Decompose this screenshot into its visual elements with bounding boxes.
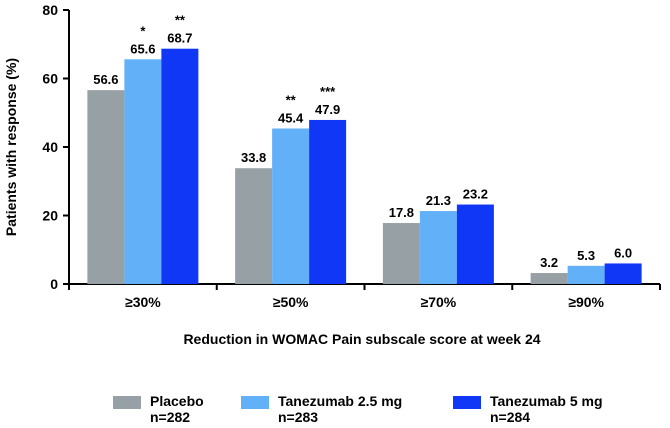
significance-label: ** bbox=[175, 13, 186, 28]
data-label: 33.8 bbox=[241, 150, 266, 165]
legend-swatch-tanezumab-2-5 bbox=[241, 396, 269, 409]
y-tick-label: 80 bbox=[42, 2, 58, 18]
x-axis-title: Reduction in WOMAC Pain subscale score a… bbox=[183, 331, 540, 347]
data-label: 6.0 bbox=[614, 245, 632, 260]
legend-n-tanezumab-5: n=284 bbox=[490, 409, 531, 425]
legend-label-tanezumab-5: Tanezumab 5 mg bbox=[490, 393, 603, 409]
legend-swatch-placebo bbox=[113, 396, 141, 409]
significance-label: ** bbox=[286, 93, 297, 108]
bar bbox=[530, 273, 568, 284]
bar bbox=[235, 168, 273, 284]
legend-n-tanezumab-2-5: n=283 bbox=[278, 409, 319, 425]
x-tick-label: ≥30% bbox=[125, 294, 161, 310]
legend-label-placebo: Placebo bbox=[150, 393, 204, 409]
y-axis: 0 20 40 60 80 bbox=[42, 2, 70, 292]
data-label: 65.6 bbox=[130, 41, 155, 56]
x-tick-label: ≥70% bbox=[421, 294, 457, 310]
legend-item-tanezumab-2-5: Tanezumab 2.5 mg n=283 bbox=[241, 393, 402, 425]
y-axis-title: Patients with response (%) bbox=[3, 58, 19, 236]
data-label: 23.2 bbox=[463, 187, 488, 202]
bar bbox=[309, 119, 347, 284]
significance-label: * bbox=[140, 23, 146, 38]
data-label: 21.3 bbox=[426, 193, 451, 208]
bars: 56.6 65.6 * 68.7 ** 33.8 45.4 ** 47.9 *** 17.8 21.3… bbox=[87, 13, 642, 285]
legend-n-placebo: n=282 bbox=[150, 409, 191, 425]
x-tick-label: ≥50% bbox=[273, 294, 309, 310]
data-label: 5.3 bbox=[577, 248, 595, 263]
bar bbox=[604, 263, 642, 284]
data-label: 3.2 bbox=[540, 255, 558, 270]
legend-item-placebo: Placebo n=282 bbox=[113, 393, 204, 425]
bar bbox=[124, 59, 162, 284]
data-label: 56.6 bbox=[93, 72, 118, 87]
significance-label: *** bbox=[320, 84, 336, 99]
data-label: 45.4 bbox=[278, 111, 304, 126]
bar bbox=[456, 204, 494, 284]
bar bbox=[87, 90, 125, 285]
legend-swatch-tanezumab-5 bbox=[453, 396, 481, 409]
bar bbox=[382, 223, 420, 284]
x-axis: ≥30% ≥50% ≥70% ≥90% bbox=[68, 283, 661, 310]
data-label: 68.7 bbox=[167, 31, 192, 46]
legend-item-tanezumab-5: Tanezumab 5 mg n=284 bbox=[453, 393, 603, 425]
data-label: 47.9 bbox=[315, 102, 340, 117]
bar bbox=[567, 265, 605, 284]
y-tick-label: 0 bbox=[50, 276, 58, 292]
legend-label-tanezumab-2-5: Tanezumab 2.5 mg bbox=[278, 393, 403, 409]
y-tick-label: 20 bbox=[42, 208, 58, 224]
bar bbox=[419, 211, 457, 284]
y-tick-label: 60 bbox=[42, 71, 58, 87]
y-tick-label: 40 bbox=[42, 139, 58, 155]
bar bbox=[272, 128, 310, 284]
bar bbox=[161, 48, 199, 284]
data-label: 17.8 bbox=[389, 205, 414, 220]
x-tick-label: ≥90% bbox=[568, 294, 604, 310]
